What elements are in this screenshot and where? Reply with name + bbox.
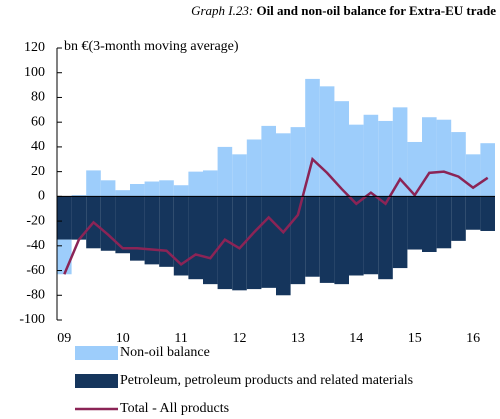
y-tick-label: 120: [24, 40, 45, 55]
bar: [465, 154, 481, 197]
bar: [305, 78, 320, 197]
bar: [86, 170, 101, 197]
bar: [363, 114, 379, 197]
x-tick-label: 15: [408, 331, 422, 346]
bar: [144, 196, 160, 265]
y-tick-label: 40: [31, 139, 45, 154]
bar: [378, 196, 393, 280]
bar: [465, 196, 481, 230]
bar: [407, 196, 422, 250]
x-tick-label: 10: [116, 331, 130, 346]
bar: [188, 171, 203, 197]
y-tick-label: -60: [26, 263, 45, 278]
title-text: Oil and non-oil balance for Extra-EU tra…: [256, 3, 496, 18]
bar: [422, 196, 437, 252]
bar: [436, 119, 452, 197]
bar: [115, 190, 130, 197]
bar: [57, 239, 72, 275]
bar: [392, 196, 408, 269]
bar: [57, 196, 72, 240]
bar: [349, 196, 364, 276]
bar: [100, 196, 116, 251]
bar: [436, 196, 452, 249]
legend-swatch: [75, 374, 118, 388]
bar: [188, 196, 203, 280]
bar: [349, 124, 364, 197]
bar: [319, 196, 335, 283]
y-tick-label: 100: [24, 65, 45, 80]
legend-swatch: [75, 346, 118, 360]
bar: [71, 195, 87, 197]
bar: [261, 196, 276, 288]
legend-label: Total - All products: [120, 401, 229, 416]
x-tick-label: 12: [233, 331, 247, 346]
y-tick-label: 60: [31, 114, 45, 129]
x-tick-label: 14: [349, 331, 363, 346]
y-tick-label: 80: [31, 90, 45, 105]
bar: [276, 133, 291, 197]
legend-label: Petroleum, petroleum products and relate…: [120, 373, 413, 388]
bar: [276, 196, 291, 296]
bar: [378, 120, 393, 197]
bar: [232, 154, 247, 197]
bar: [290, 127, 306, 197]
y-tick-label: -100: [19, 312, 45, 327]
bar: [334, 101, 349, 197]
bar: [100, 180, 116, 197]
bar: [173, 196, 189, 276]
bar: [173, 185, 189, 197]
bar: [363, 196, 379, 275]
bar: [246, 139, 262, 197]
bar: [407, 141, 422, 197]
bar: [71, 196, 87, 240]
y-tick-label: 0: [38, 189, 45, 204]
bar: [451, 132, 466, 197]
bar: [115, 196, 130, 254]
bar: [451, 196, 466, 241]
bar: [480, 196, 495, 231]
bar: [422, 117, 437, 197]
bar: [480, 143, 495, 197]
chart-title: Graph I.23: Oil and non-oil balance for …: [191, 3, 496, 18]
legend-label: Non-oil balance: [120, 345, 210, 360]
bar: [392, 107, 408, 197]
x-tick-label: 16: [466, 331, 480, 346]
bar: [203, 170, 218, 197]
x-tick-label: 09: [57, 331, 71, 346]
bar: [261, 125, 276, 197]
y-tick-label: -20: [26, 213, 45, 228]
y-tick-label: -80: [26, 287, 45, 302]
bar: [217, 196, 233, 290]
x-tick-label: 13: [291, 331, 305, 346]
bar: [246, 196, 262, 290]
bar: [334, 196, 349, 285]
bar: [290, 196, 306, 285]
title-prefix: Graph I.23:: [191, 3, 253, 18]
bar: [130, 184, 145, 197]
y-axis-label: bn €(3-month moving average): [64, 39, 239, 54]
x-tick-label: 11: [174, 331, 187, 346]
bar: [305, 196, 320, 277]
bar: [203, 196, 218, 285]
y-tick-label: 20: [31, 164, 45, 179]
bar: [232, 196, 247, 291]
bar: [159, 180, 174, 197]
line: [63, 156, 489, 275]
y-tick-label: -40: [26, 238, 45, 253]
bar: [144, 181, 160, 197]
bar: [130, 196, 145, 261]
bar: [217, 146, 233, 197]
